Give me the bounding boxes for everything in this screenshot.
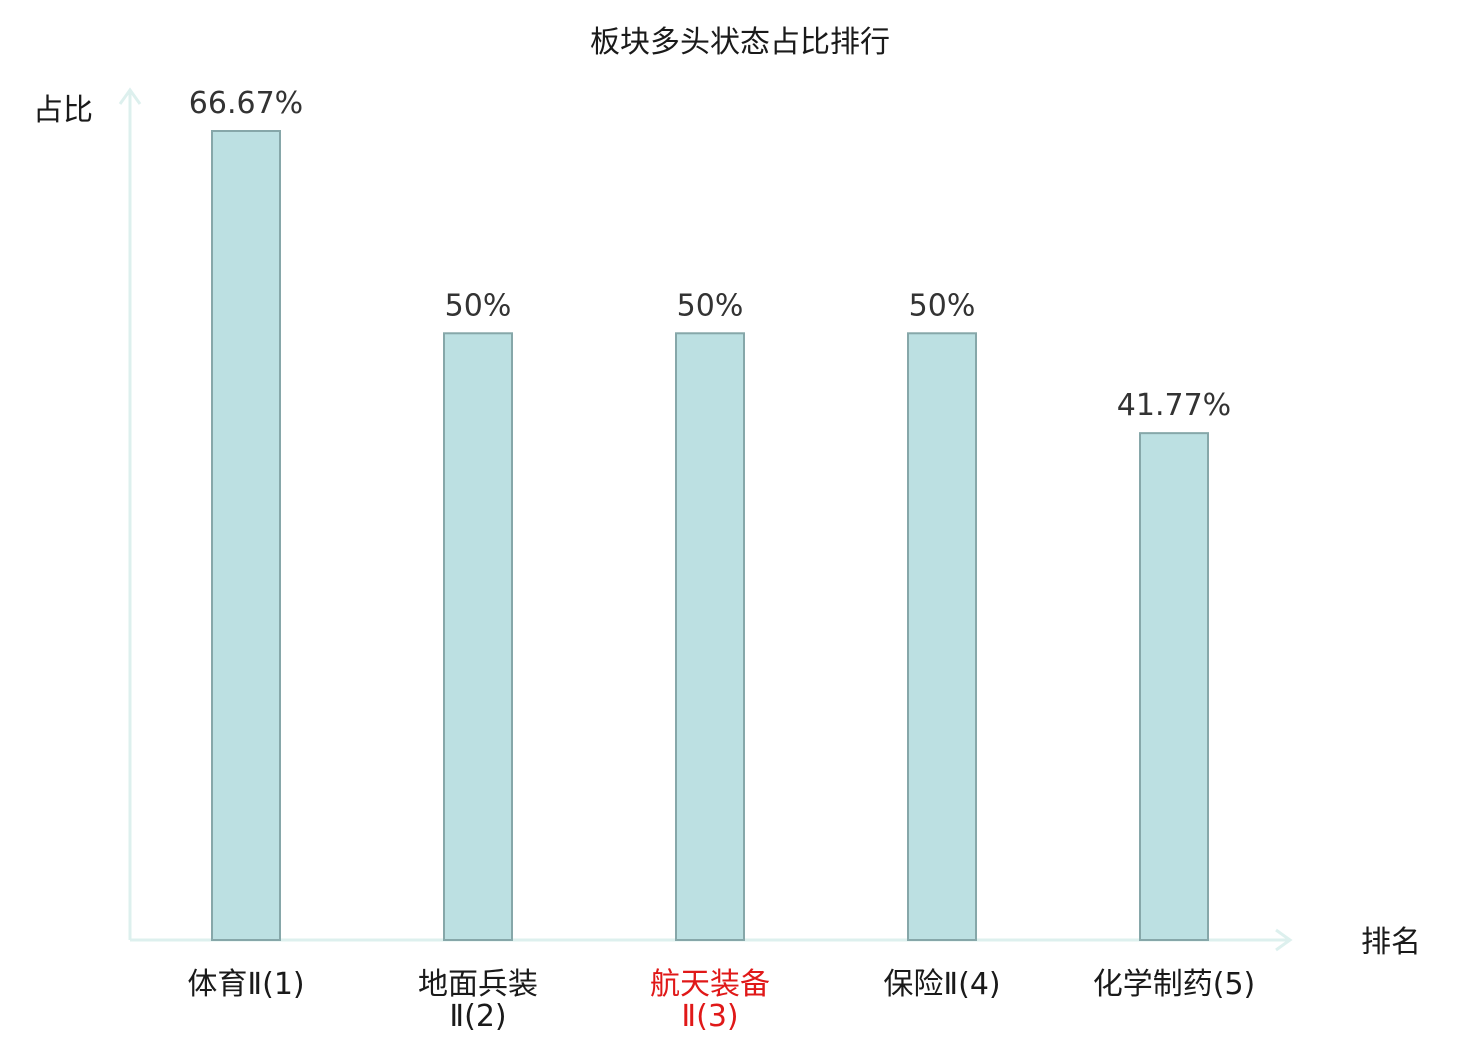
bar xyxy=(1139,432,1209,941)
bar xyxy=(907,332,977,941)
category-label: 化学制药(5) xyxy=(1093,967,1256,1002)
category-label: 体育Ⅱ(1) xyxy=(187,967,304,1002)
category-label: 地面兵装 Ⅱ(2) xyxy=(418,967,538,1034)
chart-title: 板块多头状态占比排行 xyxy=(590,25,890,60)
category-label-line: Ⅱ(2) xyxy=(449,999,506,1034)
bar xyxy=(443,332,513,941)
bar-value-label: 50% xyxy=(445,288,512,323)
category-label-line: 保险Ⅱ(4) xyxy=(883,967,1000,1002)
category-label-line: Ⅱ(3) xyxy=(681,999,738,1034)
y-axis-label: 占比 xyxy=(33,93,93,128)
category-label: 航天装备 Ⅱ(3) xyxy=(650,967,770,1034)
y-axis-arrow-icon xyxy=(118,87,142,105)
category-label-line: 体育Ⅱ(1) xyxy=(187,967,304,1002)
category-label: 保险Ⅱ(4) xyxy=(883,967,1000,1002)
bar-value-label: 66.67% xyxy=(189,86,303,121)
bar-value-label: 50% xyxy=(677,288,744,323)
x-axis-arrow-icon xyxy=(1275,928,1293,952)
bar xyxy=(675,332,745,941)
category-label-line: 航天装备 xyxy=(650,967,770,1002)
bar-value-label: 50% xyxy=(909,288,976,323)
bars xyxy=(211,130,1209,941)
category-labels: 体育Ⅱ(1) 地面兵装 Ⅱ(2) 航天装备 Ⅱ(3) 保险Ⅱ(4) 化学制药(5) xyxy=(187,967,1255,1034)
bar-value-label: 41.77% xyxy=(1117,388,1231,423)
value-labels: 66.67% 50% 50% 50% 41.77% xyxy=(189,86,1231,423)
bar xyxy=(211,130,281,941)
category-label-line: 地面兵装 xyxy=(418,967,538,1002)
category-label-line: 化学制药(5) xyxy=(1093,967,1256,1002)
x-axis-label: 排名 xyxy=(1361,925,1421,960)
